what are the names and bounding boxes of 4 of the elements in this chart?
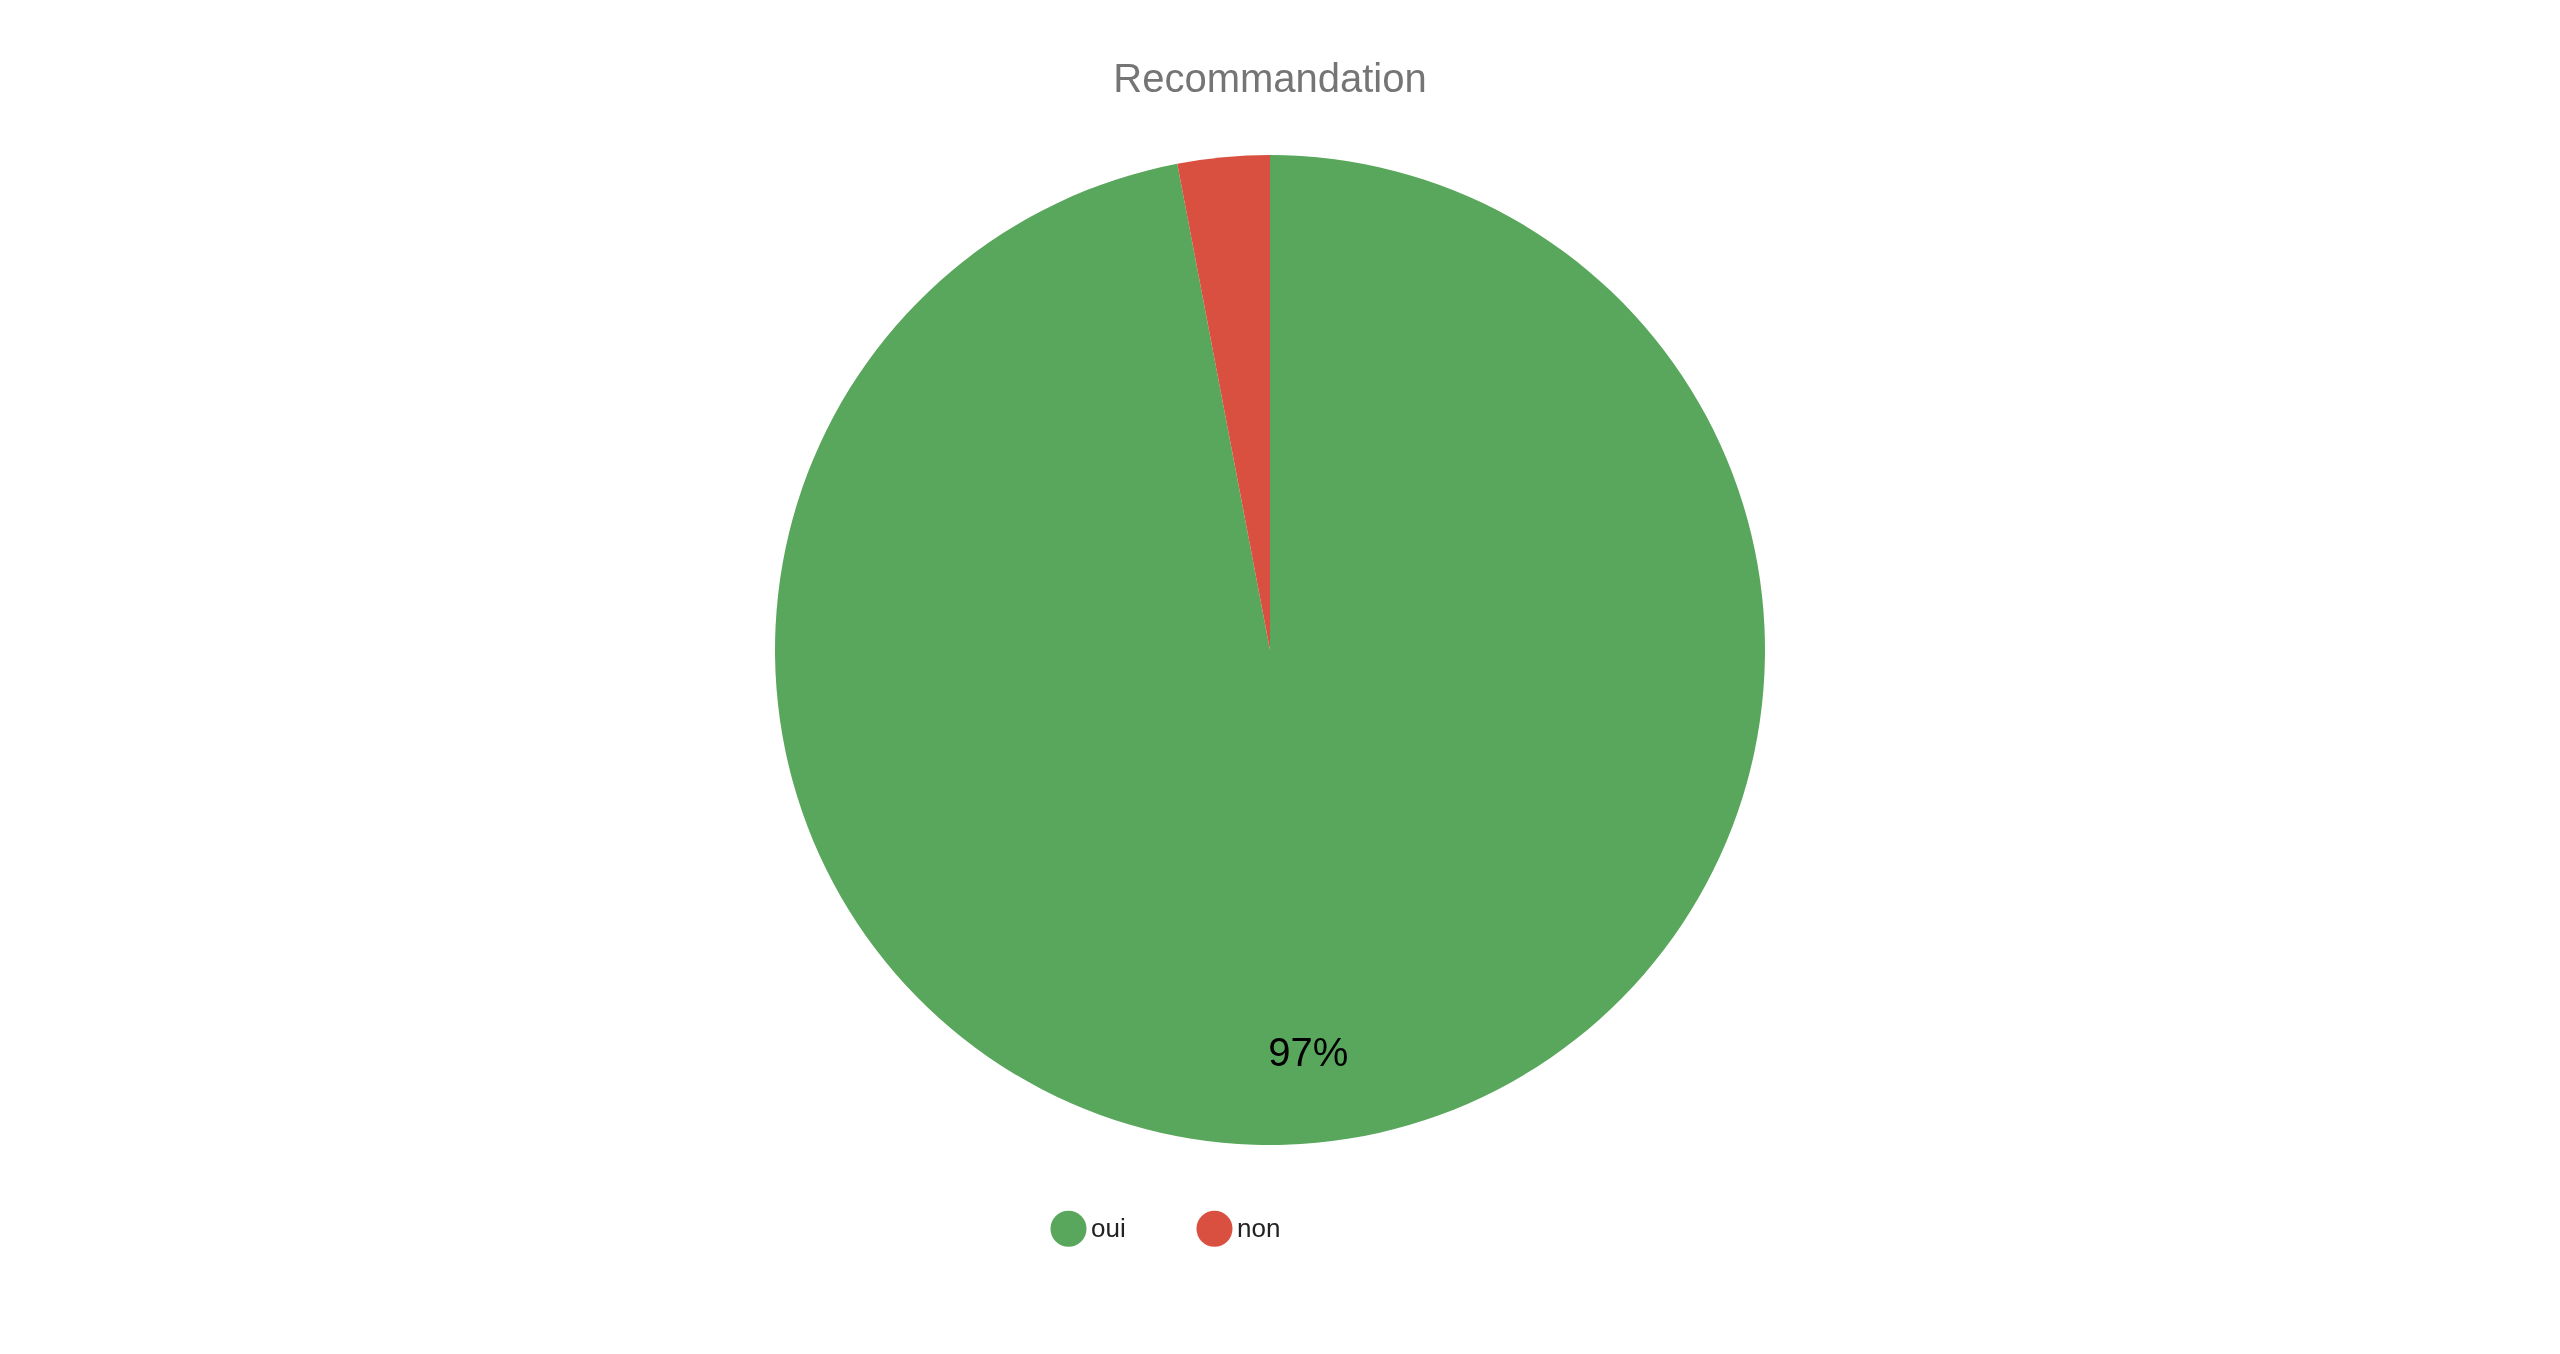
data-label: 97% [1268,1030,1349,1075]
legend-label: oui [1091,1212,1126,1243]
chart-title: Recommandation [1113,56,1427,100]
legend-label: non [1237,1212,1281,1243]
